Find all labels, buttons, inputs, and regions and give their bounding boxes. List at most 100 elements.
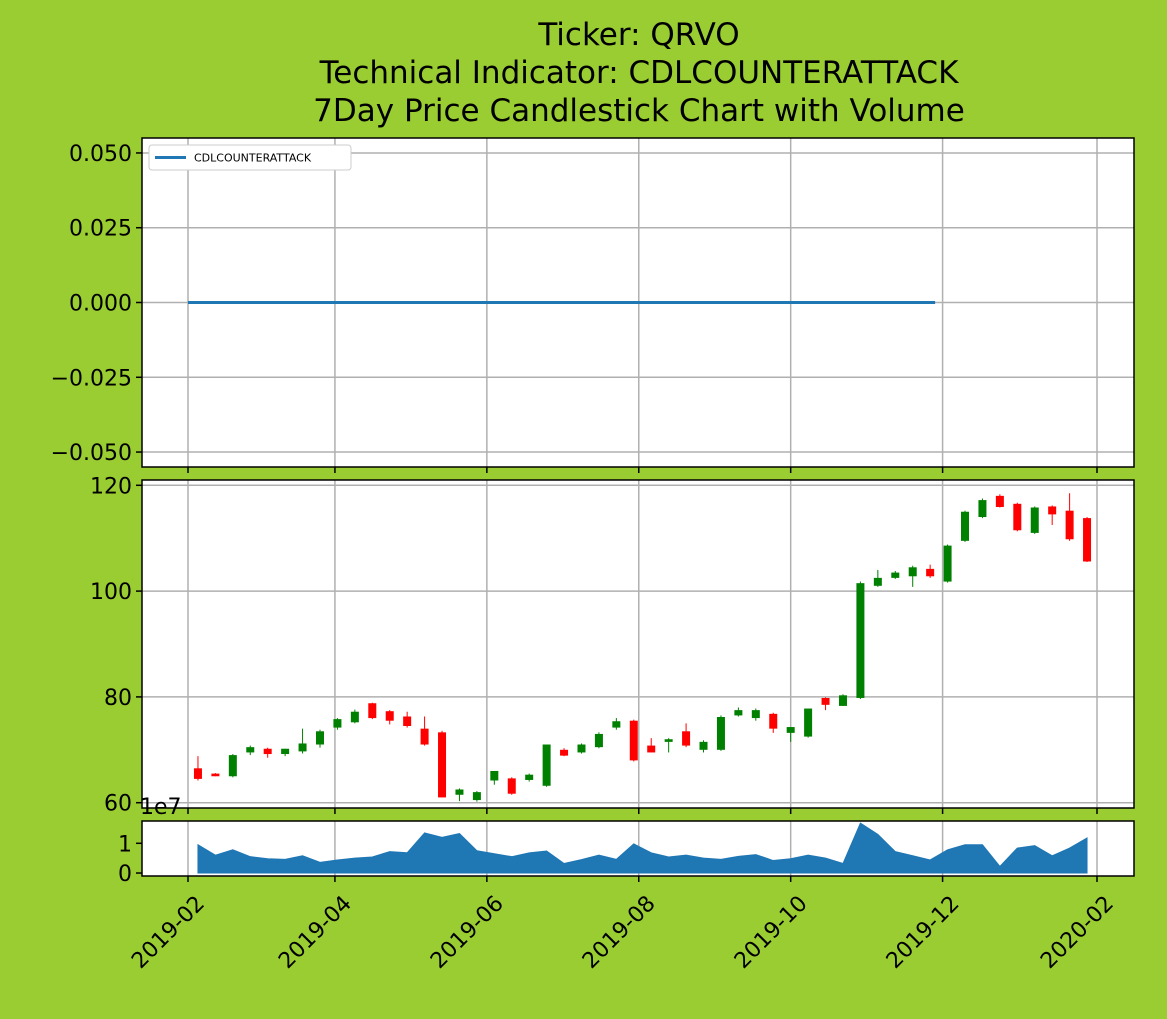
price-panel: 60 80 100 120 [90,474,1135,817]
candle-up [542,744,551,787]
candle-down [368,702,377,720]
candle-body [542,744,551,786]
candle-up [856,581,865,700]
candle-body [368,703,377,719]
candle-body [1013,503,1022,531]
candle-body [298,743,307,752]
price-grid [142,480,1134,808]
candle-up [961,510,970,542]
candle-up [908,565,917,587]
candle-up [664,738,673,753]
candle-body [333,719,342,728]
candle-down [1048,505,1057,525]
candle-body [734,710,743,716]
candle-body [926,568,935,577]
candle-up [298,728,307,754]
candle-down [438,730,447,798]
candle-up [734,707,743,717]
candle-up [228,754,237,778]
candle-body [1065,510,1074,540]
candle-body [716,717,725,750]
price-y-axis: 60 80 100 120 [90,474,142,817]
candle-body [315,731,324,745]
candle-body [193,768,202,779]
candle-down [1083,517,1092,562]
candle-down [385,710,394,725]
candle-up [804,708,813,738]
price-y-tick-label: 60 [104,792,132,817]
candle-up [315,729,324,748]
candle-up [594,732,603,749]
candle-body [507,778,516,794]
price-y-tick-label: 80 [104,686,132,711]
indicator-y-axis: 0.050 0.025 0.000 −0.025 −0.050 [51,142,142,466]
candle-down [769,712,778,733]
price-x-ticks [187,808,1098,814]
legend: CDLCOUNTERATTACK [148,144,352,171]
volume-offset-label: 1e7 [140,795,182,820]
candle-down [263,747,272,758]
candle-up [699,740,708,753]
candle-up [716,715,725,751]
candle-body [246,747,255,753]
candle-up [873,569,882,587]
price-frame [141,479,1135,809]
candle-body [682,731,691,746]
candle-up [525,773,534,782]
price-y-tick-label: 120 [90,474,132,499]
price-plot-area [142,480,1134,808]
candle-body [629,720,638,761]
candle-down [995,494,1004,508]
candle-down [403,711,412,728]
legend-label: CDLCOUNTERATTACK [194,152,312,165]
candle-body [908,567,917,577]
candle-body [228,755,237,777]
candle-body [751,710,760,719]
candle-body [821,697,830,705]
candle-body [699,741,708,750]
candle-body [420,728,429,745]
candle-body [943,545,952,582]
candle-down [420,716,429,746]
candle-body [403,716,412,726]
candle-body [664,739,673,742]
candle-up [577,743,586,754]
candle-body [560,749,569,756]
candle-body [873,577,882,586]
candle-body [978,500,987,518]
candle-up [978,498,987,519]
indicator-panel: 0.050 0.025 0.000 −0.025 −0.050 CDLCOUNTERAT… [51,137,1135,473]
candle-down [211,773,220,777]
indicator-y-tick-label: 0.050 [69,142,132,167]
candle-up [1030,506,1039,534]
candle-up [455,788,464,802]
volume-y-tick-label: 1 [118,832,132,857]
candle-down [821,697,830,711]
price-candles [193,493,1092,802]
candle-up [350,709,359,724]
candle-body [350,711,359,723]
candle-down [507,777,516,795]
legend-box [148,144,352,171]
candle-body [281,748,290,755]
indicator-x-ticks [187,467,1098,473]
candle-body [263,748,272,755]
candle-body [577,744,586,753]
candle-down [1065,493,1074,541]
title-line-1: Ticker: QRVO [537,17,739,53]
volume-area [197,822,1088,874]
candle-down [926,564,935,578]
candle-down [647,738,656,753]
candle-body [1083,518,1092,562]
candle-body [455,789,464,795]
candle-body [804,708,813,737]
candle-up [246,745,255,756]
candle-body [995,495,1004,507]
candle-body [856,583,865,698]
candle-body [594,733,603,748]
chart-title: Ticker: QRVO Technical Indicator: CDLCOU… [313,17,965,129]
candle-up [838,694,847,706]
candle-body [612,721,621,728]
candle-body [1048,506,1057,515]
